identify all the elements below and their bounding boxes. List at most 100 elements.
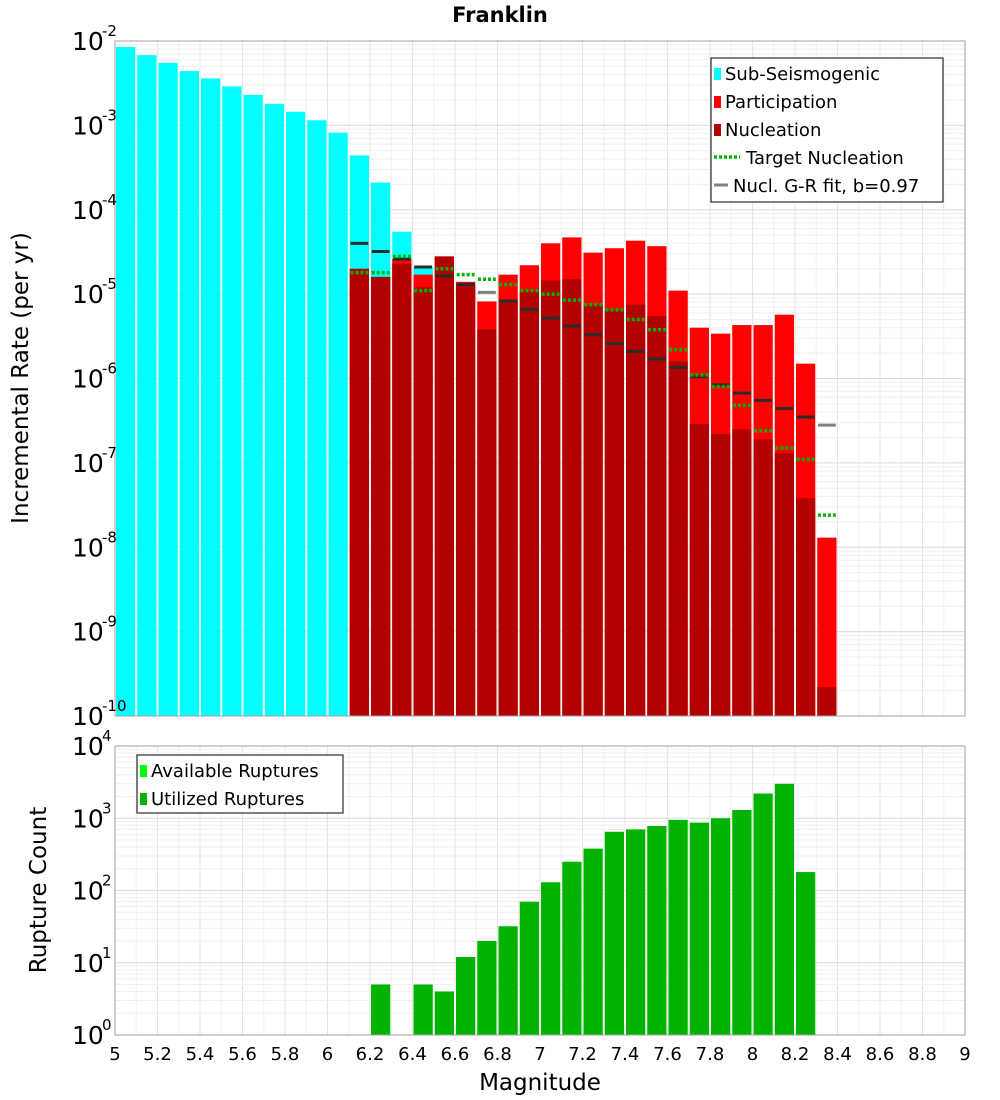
legend-swatch-utilized <box>140 793 147 805</box>
bar-utilized-ruptures <box>796 872 816 1035</box>
bar-nucleation <box>689 423 709 716</box>
x-tick-label: 7 <box>534 1044 545 1065</box>
bar-sub-seismogenic <box>222 86 242 716</box>
bar-utilized-ruptures <box>647 826 667 1035</box>
legend-swatch-nucleation <box>714 124 721 136</box>
bar-utilized-ruptures <box>413 984 433 1035</box>
bottom-y-tick-label: 10 <box>72 732 104 761</box>
legend-label-participation: Participation <box>725 92 837 113</box>
bar-sub-seismogenic <box>116 46 136 717</box>
x-tick-label: 8 <box>747 1044 758 1065</box>
bar-nucleation <box>732 429 752 716</box>
bar-utilized-ruptures <box>689 822 709 1035</box>
legend-label-sub-seismogenic: Sub-Seismogenic <box>725 64 880 85</box>
bar-utilized-ruptures <box>774 783 794 1035</box>
legend-label-available: Available Ruptures <box>151 761 319 782</box>
x-tick-label: 7.4 <box>611 1044 640 1065</box>
top-y-tick-label: 10 <box>72 196 104 225</box>
bottom-y-tick-label: 10 <box>72 804 104 833</box>
bar-nucleation <box>456 284 476 716</box>
bottom-y-tick-label: 10 <box>72 877 104 906</box>
bar-sub-seismogenic <box>328 132 348 716</box>
bar-nucleation <box>817 687 837 716</box>
x-tick-label: 8.4 <box>823 1044 852 1065</box>
bar-sub-seismogenic <box>243 94 263 716</box>
top-y-tick-exponent: -8 <box>102 528 117 546</box>
top-y-tick-exponent: -6 <box>102 360 117 378</box>
x-tick-label: 6.6 <box>441 1044 470 1065</box>
top-legend: Sub-Seismogenic Participation Nucleation… <box>710 57 944 203</box>
bar-nucleation <box>392 263 412 716</box>
top-y-tick-exponent: -2 <box>102 22 117 40</box>
bar-sub-seismogenic <box>286 111 306 716</box>
bar-sub-seismogenic <box>264 103 284 717</box>
x-tick-label: 8.6 <box>866 1044 895 1065</box>
bar-utilized-ruptures <box>477 941 497 1035</box>
legend-label-target-nucleation: Target Nucleation <box>745 148 904 169</box>
x-tick-label: 7.2 <box>568 1044 597 1065</box>
top-y-tick-exponent: -9 <box>102 613 117 631</box>
bar-nucleation <box>477 329 497 716</box>
bar-utilized-ruptures <box>434 991 454 1035</box>
x-tick-label: 6.2 <box>356 1044 385 1065</box>
bottom-y-tick-exponent: 1 <box>102 944 112 962</box>
bar-sub-seismogenic <box>158 62 178 716</box>
bar-sub-seismogenic <box>201 78 221 717</box>
bar-nucleation <box>562 279 582 716</box>
top-y-tick-exponent: -10 <box>102 697 127 715</box>
x-tick-label: 6.4 <box>398 1044 427 1065</box>
bar-utilized-ruptures <box>668 819 688 1035</box>
bar-nucleation <box>434 256 454 716</box>
bar-utilized-ruptures <box>732 810 752 1035</box>
top-y-tick-exponent: -7 <box>102 444 117 462</box>
bar-nucleation <box>711 433 731 716</box>
bar-sub-seismogenic <box>179 71 199 716</box>
top-y-tick-label: 10 <box>72 702 104 731</box>
bar-utilized-ruptures <box>371 984 391 1035</box>
legend-swatch-sub-seismogenic <box>714 68 721 80</box>
top-plot-bars <box>116 46 837 717</box>
legend-swatch-participation <box>714 96 721 108</box>
top-legend-box <box>710 57 944 203</box>
bottom-y-tick-exponent: 4 <box>102 727 112 745</box>
top-y-tick-label: 10 <box>72 280 104 309</box>
bar-nucleation <box>774 453 794 716</box>
top-y-tick-exponent: -3 <box>102 106 117 124</box>
bar-nucleation <box>626 304 646 716</box>
top-y-tick-label: 10 <box>72 533 104 562</box>
bar-nucleation <box>541 280 561 716</box>
bar-nucleation <box>753 439 773 716</box>
bottom-legend-box <box>136 754 344 814</box>
bottom-y-tick-label: 10 <box>72 949 104 978</box>
bar-sub-seismogenic <box>137 55 157 716</box>
legend-label-nucleation: Nucleation <box>725 120 821 141</box>
bar-utilized-ruptures <box>604 831 624 1035</box>
bar-nucleation <box>519 290 539 716</box>
x-tick-label: 6.8 <box>483 1044 512 1065</box>
bar-nucleation <box>413 287 433 716</box>
bottom-legend: Available Ruptures Utilized Ruptures <box>136 754 344 814</box>
top-y-axis-label: Incremental Rate (per yr) <box>8 232 34 524</box>
chart-title: Franklin <box>452 3 548 27</box>
x-tick-label: 8.8 <box>908 1044 937 1065</box>
bar-utilized-ruptures <box>519 901 539 1035</box>
bar-utilized-ruptures <box>583 848 603 1035</box>
bar-nucleation <box>349 268 369 716</box>
bottom-plot-bars <box>371 783 816 1035</box>
x-tick-label: 5.8 <box>271 1044 300 1065</box>
bar-utilized-ruptures <box>562 861 582 1035</box>
x-tick-labels: 5 5.2 5.4 5.6 5.8 6 6.2 6.4 6.6 6.8 7 7.2 7.4 7.6 7.8 8… <box>109 1044 970 1065</box>
bar-utilized-ruptures <box>541 882 561 1035</box>
x-axis-label: Magnitude <box>479 1070 601 1096</box>
top-y-tick-exponent: -5 <box>102 275 117 293</box>
bar-participation <box>817 537 837 716</box>
top-y-tick-label: 10 <box>72 449 104 478</box>
x-tick-label: 6 <box>322 1044 333 1065</box>
top-plot-markers <box>350 241 836 517</box>
x-tick-label: 5 <box>109 1044 120 1065</box>
bar-nucleation <box>371 276 391 716</box>
x-tick-label: 7.8 <box>696 1044 725 1065</box>
bar-utilized-ruptures <box>456 957 476 1035</box>
